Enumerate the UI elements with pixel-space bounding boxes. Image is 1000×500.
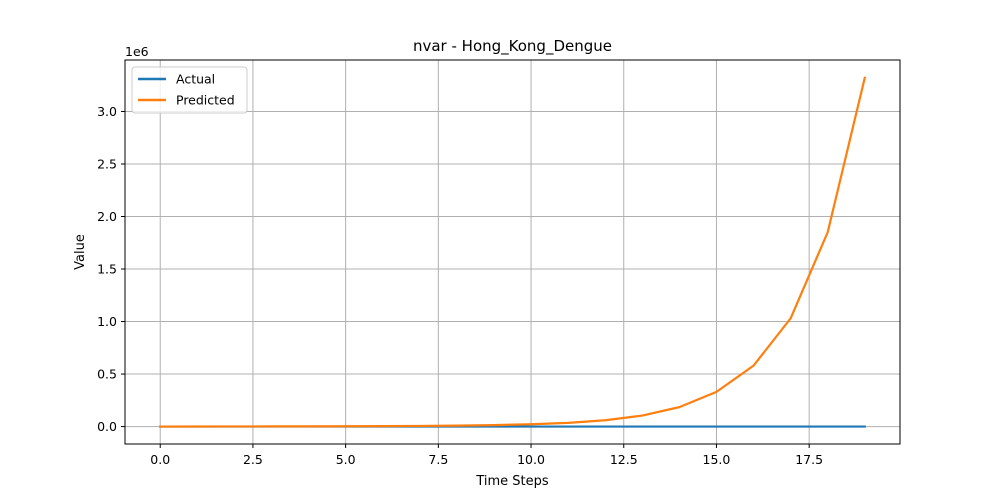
y-offset-label: 1e6 bbox=[125, 44, 149, 59]
x-tick-label: 15.0 bbox=[703, 452, 731, 467]
chart-title: nvar - Hong_Kong_Dengue bbox=[413, 37, 612, 56]
legend-label-actual: Actual bbox=[176, 72, 215, 87]
x-tick-label: 7.5 bbox=[428, 452, 448, 467]
series-line-predicted bbox=[159, 76, 867, 428]
legend-label-predicted: Predicted bbox=[176, 93, 235, 108]
x-tick-label: 0.0 bbox=[150, 452, 170, 467]
x-tick-label: 12.5 bbox=[610, 452, 638, 467]
y-tick-label: 2.0 bbox=[97, 209, 117, 224]
y-tick-label: 1.5 bbox=[97, 262, 117, 277]
series-lines bbox=[159, 76, 867, 428]
y-axis: 0.0 0.5 1.0 1.5 2.0 2.5 3.0 bbox=[97, 104, 125, 434]
x-axis: 0.0 2.5 5.0 7.5 10.0 12.5 15.0 17.5 bbox=[150, 444, 823, 467]
y-tick-label: 0.0 bbox=[97, 419, 117, 434]
y-axis-label: Value bbox=[73, 234, 88, 270]
y-tick-label: 0.5 bbox=[97, 367, 117, 382]
x-tick-label: 5.0 bbox=[336, 452, 356, 467]
y-tick-label: 2.5 bbox=[97, 156, 117, 171]
x-tick-label: 2.5 bbox=[243, 452, 263, 467]
x-tick-label: 10.0 bbox=[517, 452, 545, 467]
plot-frame bbox=[124, 59, 901, 445]
x-tick-label: 17.5 bbox=[795, 452, 823, 467]
y-tick-label: 3.0 bbox=[97, 104, 117, 119]
y-tick-label: 1.0 bbox=[97, 314, 117, 329]
legend: Actual Predicted bbox=[131, 66, 248, 114]
x-axis-label: Time Steps bbox=[475, 474, 549, 489]
